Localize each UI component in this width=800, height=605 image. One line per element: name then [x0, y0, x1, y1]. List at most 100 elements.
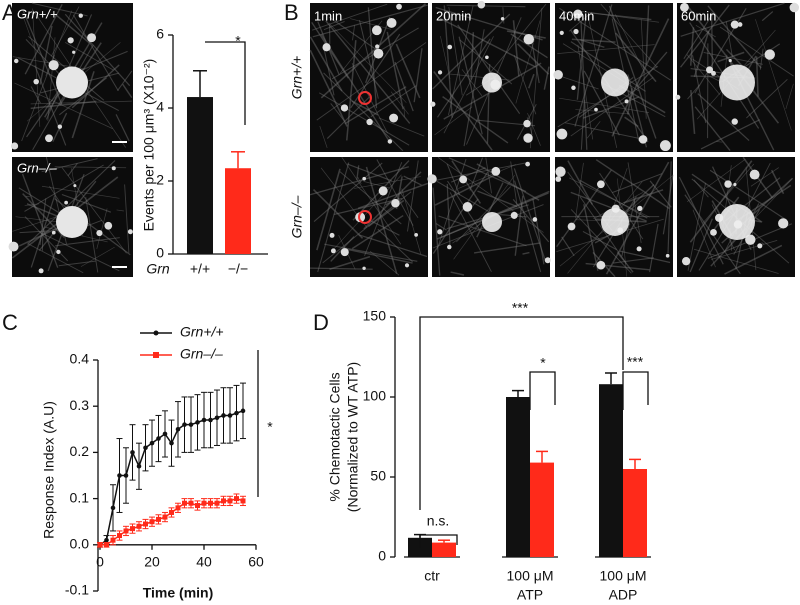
process — [55, 237, 120, 247]
point — [97, 542, 103, 548]
cell — [636, 246, 642, 252]
significance: n.s. — [427, 513, 450, 529]
process — [122, 83, 133, 99]
process — [96, 208, 108, 249]
x-tick-label: 40 — [196, 554, 212, 570]
process — [64, 13, 131, 87]
cell — [594, 107, 598, 112]
process — [510, 33, 548, 59]
point — [130, 450, 135, 455]
cell — [555, 166, 566, 177]
bar — [187, 97, 213, 254]
process — [369, 250, 400, 276]
process — [761, 242, 765, 245]
process — [616, 251, 634, 273]
process — [39, 198, 47, 245]
process — [351, 214, 404, 250]
process — [709, 169, 787, 221]
point — [110, 537, 116, 543]
cell — [427, 174, 437, 184]
cell — [491, 166, 501, 176]
process — [785, 83, 794, 109]
point — [156, 516, 161, 522]
process — [645, 5, 650, 65]
process — [624, 116, 639, 128]
process — [50, 6, 80, 57]
cell — [675, 94, 681, 100]
cell — [510, 211, 518, 219]
legend-label: Grn–/– — [180, 346, 223, 362]
cell — [414, 233, 418, 237]
y-tick-label: 0.3 — [70, 397, 90, 413]
process — [576, 19, 587, 100]
process — [399, 191, 419, 219]
process — [442, 96, 509, 144]
process — [345, 40, 357, 141]
y-tick-label: 2 — [156, 172, 164, 188]
significance-bracket — [419, 316, 624, 510]
process — [71, 64, 120, 109]
process — [21, 13, 35, 49]
time-label: 1min — [314, 8, 342, 23]
process — [725, 21, 733, 58]
cell — [737, 22, 743, 27]
cell — [330, 248, 336, 254]
process — [341, 156, 402, 245]
process — [470, 32, 475, 80]
process — [370, 220, 400, 236]
process — [30, 100, 132, 105]
process — [615, 14, 646, 74]
cell — [597, 180, 605, 189]
process — [437, 157, 544, 233]
significance: * — [235, 33, 241, 49]
process — [567, 160, 594, 205]
process — [448, 6, 463, 96]
process — [357, 182, 429, 210]
process — [34, 65, 67, 146]
cell — [437, 70, 443, 75]
process — [582, 230, 617, 251]
cell — [559, 30, 564, 36]
cell — [573, 9, 583, 19]
process — [717, 51, 745, 63]
y-tick-label: 0 — [156, 245, 164, 261]
cell — [73, 184, 77, 188]
significance: * — [267, 419, 273, 435]
process — [24, 164, 104, 212]
process — [401, 188, 422, 255]
process — [312, 4, 428, 38]
process — [354, 176, 421, 189]
row-label: Grn–/– — [289, 195, 305, 238]
process — [28, 243, 84, 274]
process — [328, 22, 407, 103]
process — [436, 161, 531, 181]
point — [123, 473, 129, 478]
process — [564, 122, 647, 141]
x-tick-label: 60 — [248, 554, 264, 570]
legend-label: Grn+/+ — [180, 324, 224, 340]
process — [456, 186, 511, 243]
process — [432, 187, 441, 276]
process — [689, 218, 713, 273]
process — [32, 44, 94, 151]
process — [579, 196, 627, 264]
process — [365, 166, 398, 274]
process — [443, 5, 453, 118]
cell — [553, 70, 563, 80]
point — [195, 503, 200, 509]
point — [117, 473, 122, 478]
process — [700, 119, 761, 150]
process — [618, 183, 655, 218]
x-tick-label: 20 — [144, 554, 160, 570]
process — [514, 180, 542, 273]
cell-body — [56, 206, 88, 238]
process — [557, 44, 655, 55]
cell — [500, 16, 505, 21]
process — [703, 52, 763, 65]
process — [433, 179, 489, 212]
y-tick-label: -0.1 — [65, 582, 89, 598]
process — [351, 100, 379, 116]
cell — [733, 182, 737, 187]
process — [325, 20, 411, 124]
process — [746, 78, 788, 119]
